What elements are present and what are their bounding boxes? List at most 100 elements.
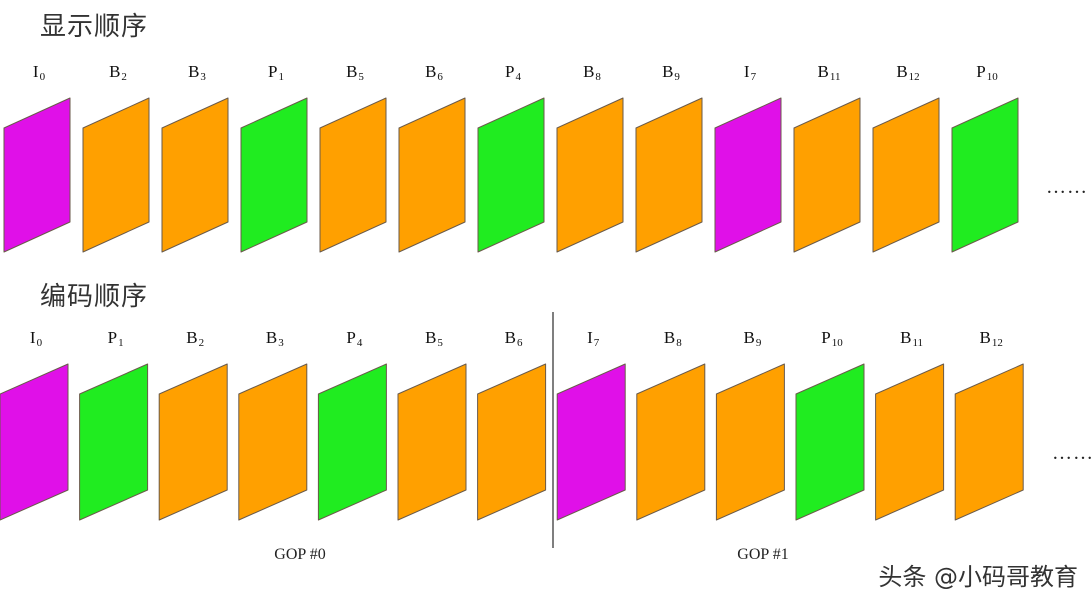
frame-type: P: [976, 62, 986, 81]
display-frame-I0: [3, 97, 71, 253]
frame-number: 11: [912, 337, 924, 349]
frame-type: I: [32, 62, 39, 81]
frame-type: B: [188, 62, 200, 81]
encoding-frame-I7: [556, 363, 626, 521]
display-frame-B5: [319, 97, 387, 253]
display-frame-P4: [477, 97, 545, 253]
frame-type: B: [896, 62, 908, 81]
encoding-frame-label: B8: [664, 328, 682, 349]
display-frame-B6: [398, 97, 466, 253]
frame-number: 6: [437, 71, 443, 83]
frame-type: B: [425, 62, 437, 81]
display-frame-label: P10: [976, 62, 997, 83]
encoding-frame-B8: [636, 363, 706, 521]
encoding-frame-label: P10: [821, 328, 842, 349]
encoding-frame-label: I0: [30, 328, 42, 349]
encoding-frame-B6: [477, 363, 547, 521]
frame-number: 9: [674, 71, 680, 83]
frame-number: 6: [517, 337, 523, 349]
frame-number: 3: [200, 71, 206, 83]
display-frame-B8: [556, 97, 624, 253]
display-frame-label: I0: [33, 62, 45, 83]
display-frame-label: I7: [744, 62, 756, 83]
encoding-frame-B12: [954, 363, 1024, 521]
display-frame-B11: [793, 97, 861, 253]
encoding-frame-label: B6: [505, 328, 523, 349]
frame-type: B: [265, 328, 278, 347]
display-frame-label: B8: [583, 62, 601, 83]
frame-type: P: [268, 62, 278, 81]
display-frame-P1: [240, 97, 308, 253]
encoding-frame-B5: [397, 363, 467, 521]
display-order-title: 显示顺序: [40, 12, 149, 42]
encoding-frame-I0: [0, 363, 69, 521]
display-frame-label: B11: [818, 62, 841, 83]
frame-type: B: [817, 62, 829, 81]
frame-number: 2: [198, 337, 205, 349]
frame-number: 2: [121, 71, 127, 83]
frame-number: 7: [593, 337, 600, 349]
frame-number: 10: [986, 71, 998, 83]
display-frame-label: B5: [346, 62, 364, 83]
frame-number: 7: [750, 71, 757, 83]
encoding-frame-B11: [875, 363, 945, 521]
frame-type: I: [587, 328, 593, 347]
frame-type: B: [504, 328, 517, 347]
frame-type: I: [743, 62, 750, 81]
frame-type: I: [29, 328, 36, 347]
encoding-frame-label: B5: [425, 328, 443, 349]
encoding-frame-B3: [238, 363, 308, 521]
frame-type: B: [743, 328, 755, 347]
frame-number: 3: [278, 337, 284, 349]
encoding-frame-label: B12: [980, 328, 1003, 349]
frame-type: P: [346, 328, 356, 347]
display-frame-B3: [161, 97, 229, 253]
frame-type: B: [662, 62, 674, 81]
encoding-frame-label: P4: [346, 328, 362, 349]
display-ellipsis: ……: [1046, 176, 1088, 198]
frame-type: P: [107, 328, 118, 347]
frame-type: B: [663, 328, 676, 347]
display-frame-label: P1: [268, 62, 284, 83]
frame-number: 9: [755, 337, 762, 349]
encoding-frame-P4: [317, 363, 387, 521]
display-frame-label: B9: [662, 62, 680, 83]
encoding-frames: [0, 363, 1024, 521]
frame-type: B: [900, 328, 912, 347]
frame-number: 10: [831, 337, 843, 349]
frame-number: 5: [437, 337, 443, 349]
encoding-frame-P1: [79, 363, 149, 521]
display-frame-label: P4: [505, 62, 521, 83]
frame-number: 8: [595, 71, 601, 83]
encoding-ellipsis: ……: [1052, 442, 1092, 464]
display-frame-B2: [82, 97, 150, 253]
watermark: 头条 @小码哥教育: [878, 563, 1078, 591]
display-frame-label: B3: [188, 62, 206, 83]
frame-number: 4: [356, 337, 363, 349]
encoding-frame-label: B3: [266, 328, 284, 349]
frame-type: B: [425, 328, 437, 347]
frame-number: 11: [829, 71, 841, 83]
gop-0-label: GOP #0: [274, 546, 326, 563]
frame-number: 8: [676, 337, 682, 349]
display-frame-label: B6: [425, 62, 443, 83]
encoding-frame-label: I7: [587, 328, 599, 349]
frame-type: B: [979, 328, 991, 347]
frame-number: 5: [358, 71, 364, 83]
encoding-frame-P10: [795, 363, 865, 521]
encoding-frame-label: B2: [186, 328, 204, 349]
frame-number: 1: [278, 71, 284, 83]
frame-number: 12: [908, 71, 920, 83]
display-frame-I7: [714, 97, 782, 253]
encoding-frame-label: P1: [108, 328, 124, 349]
frame-type: B: [346, 62, 358, 81]
frame-number: 4: [515, 71, 521, 83]
frame-number: 1: [118, 337, 124, 349]
display-frame-B9: [635, 97, 703, 253]
frame-number: 12: [991, 337, 1003, 349]
encoding-frame-B2: [158, 363, 228, 521]
frame-number: 0: [36, 337, 43, 349]
frame-type: B: [186, 328, 198, 347]
